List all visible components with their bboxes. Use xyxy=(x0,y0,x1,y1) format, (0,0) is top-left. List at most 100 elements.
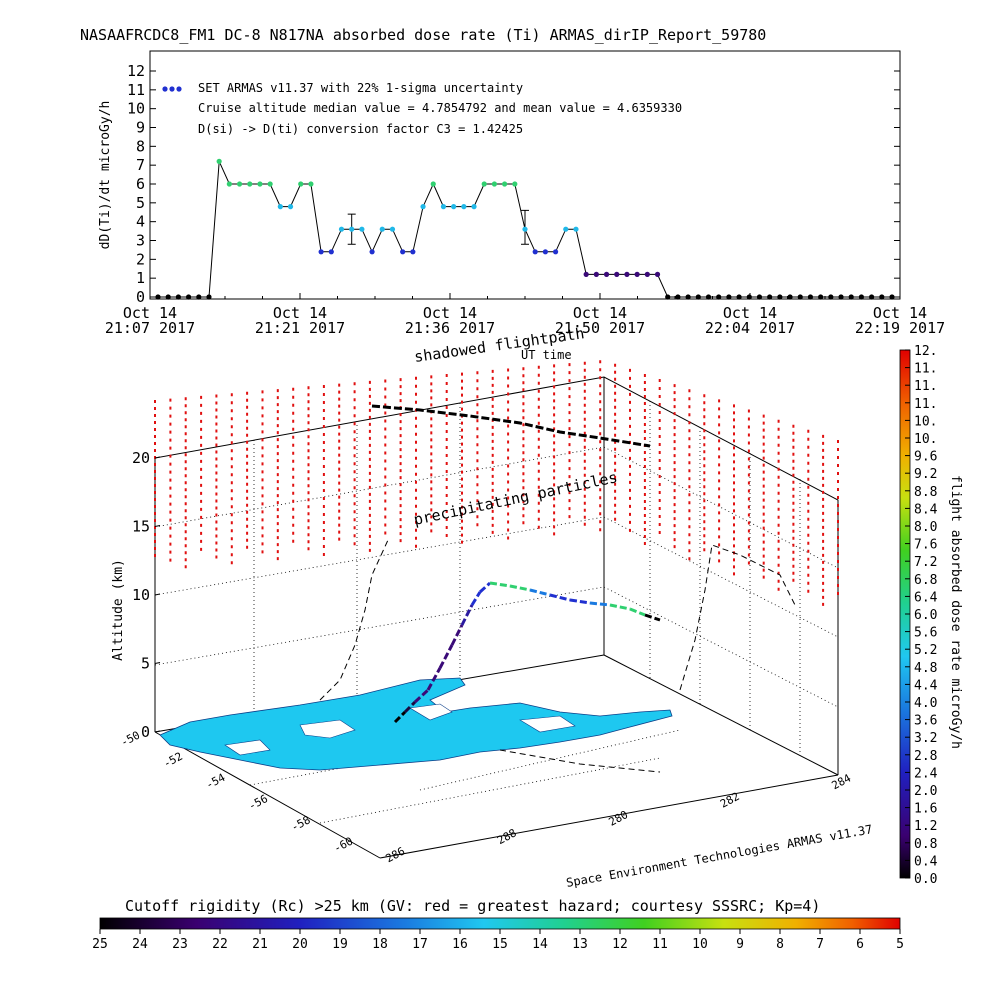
dose-data-point xyxy=(471,204,477,210)
dose-y-tick-label: 8 xyxy=(136,137,145,155)
altitude-tick-label: 10 xyxy=(132,586,150,604)
dose-data-point xyxy=(175,294,181,300)
dose-data-point xyxy=(440,204,447,210)
dose-colorbar-label: flight absorbed dose rate microGy/h xyxy=(948,475,963,749)
dose-data-point xyxy=(654,271,661,277)
ut-time-label: UT time xyxy=(521,348,572,362)
dose-data-point xyxy=(736,294,742,300)
altitude-tick xyxy=(154,662,161,664)
dose-data-point xyxy=(247,181,253,187)
dose-x-tick-time: 21:50 2017 xyxy=(555,319,645,337)
altitude-axis-ticks: 0 5 10 15 20 xyxy=(132,449,161,741)
3d-flight-path xyxy=(393,581,661,724)
dose-data-point xyxy=(583,271,589,277)
dose-colorbar-tick-label: 11. xyxy=(914,379,937,394)
cutoff-colorbar-tick-label: 16 xyxy=(452,937,468,952)
flight-path-segment xyxy=(569,598,591,605)
dose-data-point xyxy=(542,249,548,255)
dose-colorbar-tick-label: 10. xyxy=(914,414,937,429)
cutoff-colorbar-tick-label: 8 xyxy=(776,937,784,952)
dose-colorbar-tick-label: 1.6 xyxy=(914,802,937,817)
dose-data-point xyxy=(298,181,304,187)
dose-colorbar-tick-label: 5.6 xyxy=(914,626,937,641)
dose-data-point xyxy=(532,249,538,255)
legend-marker xyxy=(176,86,182,92)
dose-legend: SET ARMAS v11.37 with 22% 1-sigma uncert… xyxy=(162,81,682,136)
dose-colorbar-tick-label: 9.2 xyxy=(914,467,937,482)
dose-data-point xyxy=(165,294,171,300)
dose-data-point xyxy=(889,294,895,300)
land-patch xyxy=(299,719,356,739)
dose-data-point xyxy=(420,204,426,210)
dose-x-tick-time: 22:04 2017 xyxy=(705,319,795,337)
altitude-tick xyxy=(154,593,161,596)
cutoff-colorbar-tick-label: 13 xyxy=(572,937,588,952)
flight-path-segment xyxy=(629,607,646,617)
dose-y-tick-label: 11 xyxy=(127,81,145,99)
flight-path-segment xyxy=(589,601,611,607)
dose-data-point xyxy=(552,249,559,255)
dose-data-point xyxy=(216,158,222,164)
dose-colorbar-tick-label: 6.0 xyxy=(914,608,937,623)
dose-y-tick-label: 0 xyxy=(136,288,145,306)
cutoff-colorbar-tick-label: 11 xyxy=(652,937,668,952)
dose-x-tick-date: Oct 14 xyxy=(573,304,627,322)
land-patch xyxy=(224,739,271,756)
longitude-tick-label: 286 xyxy=(384,845,408,866)
dose-colorbar-ticks: 0.0 0.4 0.8 1.2 1.6 2.0 2.4 2.8 3.2 3.6 4.0 4.4 4.8 5… xyxy=(905,344,938,887)
dose-data-point xyxy=(185,294,192,300)
cutoff-colorbar-tick-label: 7 xyxy=(816,937,824,952)
cutoff-colorbar-tick-label: 10 xyxy=(692,937,708,952)
dose-colorbar-tick-label: 5.2 xyxy=(914,643,937,658)
dose-data-point xyxy=(328,249,334,255)
dose-data-point xyxy=(675,294,681,300)
dose-data-point xyxy=(685,294,691,300)
dose-data-point xyxy=(359,226,365,232)
dose-colorbar-tick-label: 10. xyxy=(914,432,937,447)
dose-data-point xyxy=(573,226,579,232)
altitude-tick-label: 5 xyxy=(141,655,150,673)
flightpath-3d-panel: shadowed flightpath UT time precipitatin… xyxy=(111,324,873,890)
longitude-tick-label: 288 xyxy=(495,826,519,847)
dose-error-bars xyxy=(347,209,529,245)
dose-colorbar-tick-label: 0.4 xyxy=(914,854,938,869)
dose-x-tick-time: 21:07 2017 xyxy=(105,319,195,337)
conversion-factor-note: D(si) -> D(ti) conversion factor C3 = 1.… xyxy=(198,122,523,136)
cutoff-colorbar-tick-label: 25 xyxy=(92,937,108,952)
latitude-tick-label: -54 xyxy=(204,771,228,792)
dose-data-point xyxy=(236,181,243,187)
dose-data-point xyxy=(349,226,355,232)
dose-data-point xyxy=(287,204,294,210)
latitude-tick-label: -50 xyxy=(119,729,143,750)
cutoff-colorbar-gradient xyxy=(99,917,901,930)
dose-data-point xyxy=(705,294,712,300)
flight-path-segment xyxy=(460,604,474,626)
cutoff-colorbar-tick-label: 15 xyxy=(492,937,508,952)
flight-path-segment xyxy=(489,581,511,588)
flight-path-segment xyxy=(403,700,417,714)
cutoff-colorbar-tick-label: 18 xyxy=(372,937,388,952)
dose-data-point xyxy=(481,181,487,187)
flight-path-segment xyxy=(478,581,492,594)
precipitating-particles-label: precipitating particles xyxy=(412,468,619,529)
shadow-projections xyxy=(319,539,796,773)
dose-data-point xyxy=(196,294,202,300)
altitude-tick xyxy=(154,456,161,459)
cutoff-colorbar-tick-label: 6 xyxy=(856,937,864,952)
cutoff-colorbar-tick-label: 22 xyxy=(212,937,228,952)
legend-marker xyxy=(169,86,175,92)
cutoff-colorbar-tick-label: 24 xyxy=(132,937,148,952)
dose-data-point xyxy=(603,271,610,277)
dose-data-point xyxy=(318,249,324,255)
dose-colorbar-tick-label: 4.4 xyxy=(914,678,938,693)
surface-map xyxy=(159,677,673,771)
dose-data-point xyxy=(410,249,416,255)
cutoff-colorbar-ticks: 25 24 23 22 21 20 19 18 17 16 15 14 13 12 11 10 9 8 7 6 5 xyxy=(92,929,904,952)
cutoff-colorbar-tick-label: 12 xyxy=(612,937,628,952)
dose-data-point xyxy=(267,181,273,187)
dose-data-point xyxy=(491,181,498,187)
dose-data-point xyxy=(807,294,814,300)
flight-path-segment xyxy=(393,710,407,724)
dose-data-point xyxy=(777,294,783,300)
